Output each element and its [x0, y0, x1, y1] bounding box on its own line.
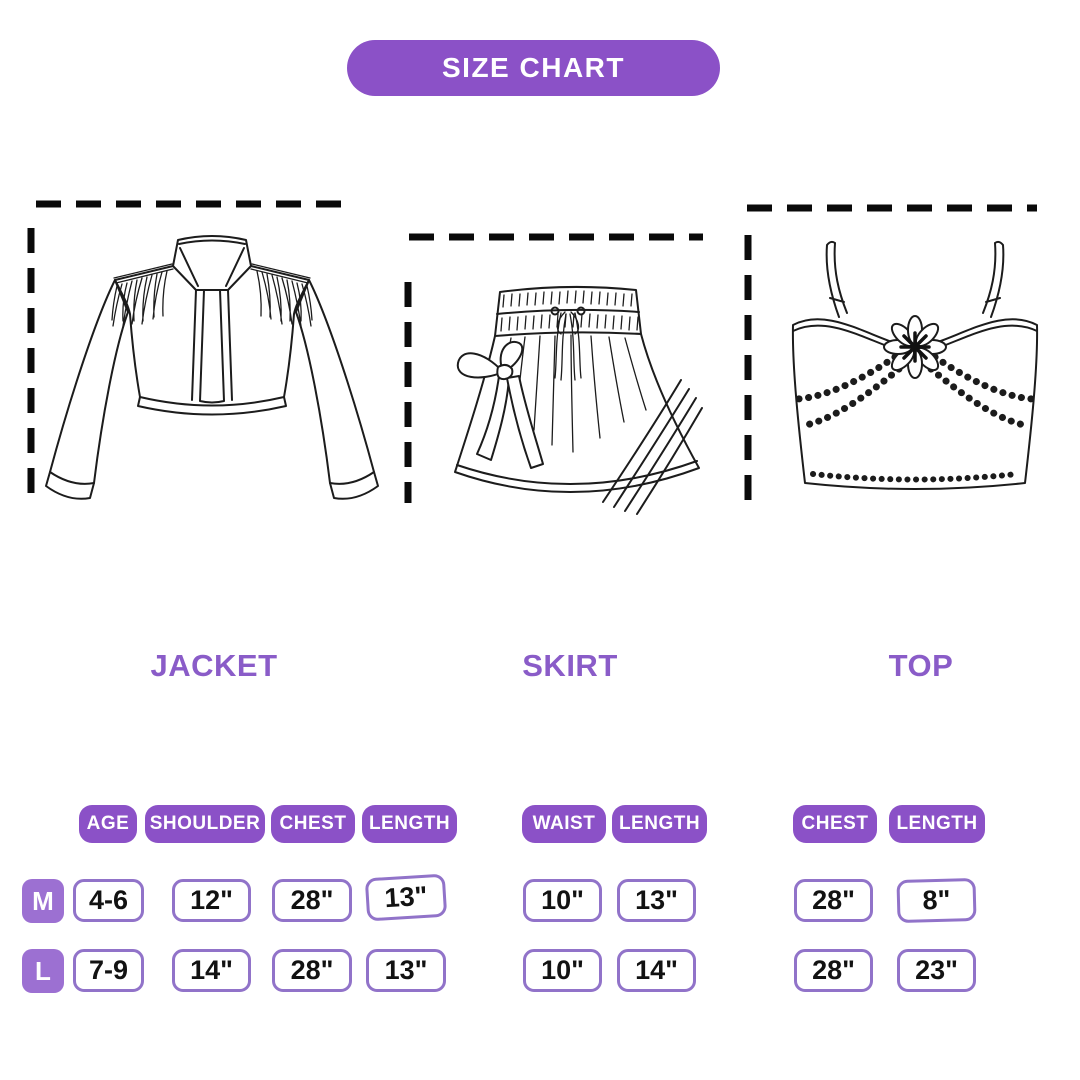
- jacket-l-length-value: 13": [366, 949, 446, 992]
- size-l-badge: L: [22, 949, 64, 993]
- top-header-length: LENGTH: [889, 805, 985, 843]
- jacket-m-length-value: 13": [364, 873, 448, 922]
- jacket-label: JACKET: [150, 648, 278, 683]
- top-l-length-value: 23": [897, 949, 976, 992]
- size-m-badge: M: [22, 879, 64, 923]
- top-m-chest-value: 28": [794, 879, 873, 922]
- title-pill: SIZE CHART: [347, 40, 720, 96]
- top-illustration: [744, 204, 1055, 505]
- page-title: SIZE CHART: [442, 52, 625, 83]
- skirt-l-waist-value: 10": [523, 949, 602, 992]
- jacket-illustration: [27, 200, 379, 506]
- top-label: TOP: [888, 648, 954, 683]
- skirt-m-length-value: 13": [617, 879, 696, 922]
- skirt-label: SKIRT: [522, 648, 618, 683]
- jacket-header-length: LENGTH: [362, 805, 457, 843]
- skirt-header-length: LENGTH: [612, 805, 707, 843]
- jacket-header-chest: CHEST: [271, 805, 355, 843]
- jacket-m-age-value: 4-6: [73, 879, 144, 922]
- jacket-l-age-value: 7-9: [73, 949, 144, 992]
- skirt-illustration: [404, 233, 703, 515]
- jacket-header-age: AGE: [79, 805, 137, 843]
- jacket-l-chest-value: 28": [272, 949, 352, 992]
- skirt-m-waist-value: 10": [523, 879, 602, 922]
- jacket-l-shoulder-value: 14": [172, 949, 251, 992]
- jacket-m-chest-value: 28": [272, 879, 352, 922]
- top-l-chest-value: 28": [794, 949, 873, 992]
- top-m-length-value: 8": [896, 877, 977, 924]
- flower-applique: [883, 315, 947, 379]
- top-header-chest: CHEST: [793, 805, 877, 843]
- jacket-header-shoulder: SHOULDER: [145, 805, 265, 843]
- skirt-header-waist: WAIST: [522, 805, 606, 843]
- skirt-l-length-value: 14": [617, 949, 696, 992]
- jacket-m-shoulder-value: 12": [172, 879, 251, 922]
